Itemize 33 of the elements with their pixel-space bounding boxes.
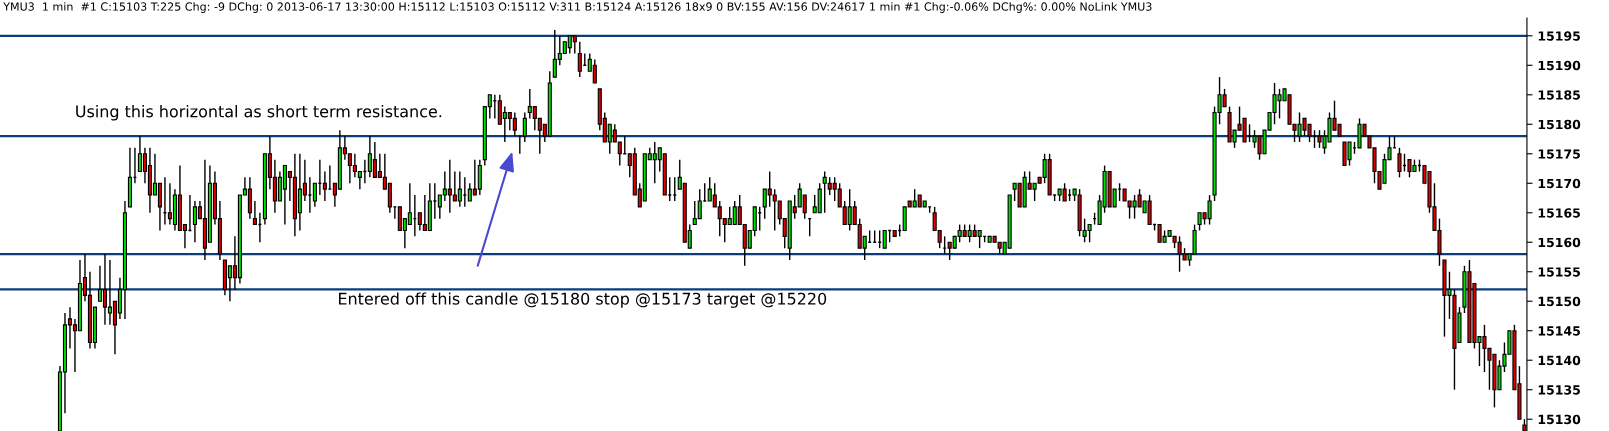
candlestick: [157, 182, 162, 232]
candlestick: [322, 170, 327, 202]
candlestick: [247, 176, 252, 220]
y-tick-label: 15150: [1538, 296, 1581, 307]
y-tick-label: 15145: [1538, 326, 1580, 336]
candlestick: [102, 253, 108, 326]
y-tick-label: 15160: [1538, 237, 1581, 248]
candlestick: [1397, 147, 1402, 179]
y-tick-label: 15190: [1538, 60, 1581, 71]
candlestick: [457, 170, 462, 208]
candlestick: [522, 111, 527, 143]
candlestick: [477, 158, 482, 196]
candlestick: [137, 135, 143, 173]
y-tick-label: 15175: [1538, 149, 1580, 159]
y-tick-label: 15170: [1538, 178, 1581, 189]
candlestick: [577, 41, 582, 78]
y-tick-label: 15155: [1538, 267, 1580, 277]
y-tick-label: 15180: [1538, 119, 1581, 130]
candlestick: [107, 259, 113, 326]
y-tick-label: 15165: [1538, 208, 1580, 218]
y-tick-label: 15185: [1538, 90, 1580, 100]
candlestick: [512, 111, 517, 137]
annotation: Entered off this candle @15180 stop @15173 target @15220: [339, 292, 827, 308]
y-tick-label: 15135: [1538, 385, 1580, 395]
annotation: Using this horizontal as short term resistance.: [76, 105, 442, 121]
chart-title: YMU3 1 min #1 C:15103 T:225 Chg: -9 DChg: 0 2013-06-17 13:30:00 H:15112 L:15103 O:15112 V:311 B:15124 A:15126 18x9 0 BV:155 AV:156 DV:24617 1 min #1 Chg:-0.06% DChg%: 0.00% NoLink YMU3: [3, 2, 1152, 13]
candlestick: [592, 58, 597, 84]
y-tick-label: 15130: [1538, 414, 1581, 425]
candlestick: [312, 182, 317, 208]
y-tick-label: 15140: [1538, 355, 1581, 366]
y-tick-label: 15195: [1538, 31, 1580, 41]
candlestick: [252, 200, 257, 226]
candlestick: [817, 182, 822, 214]
